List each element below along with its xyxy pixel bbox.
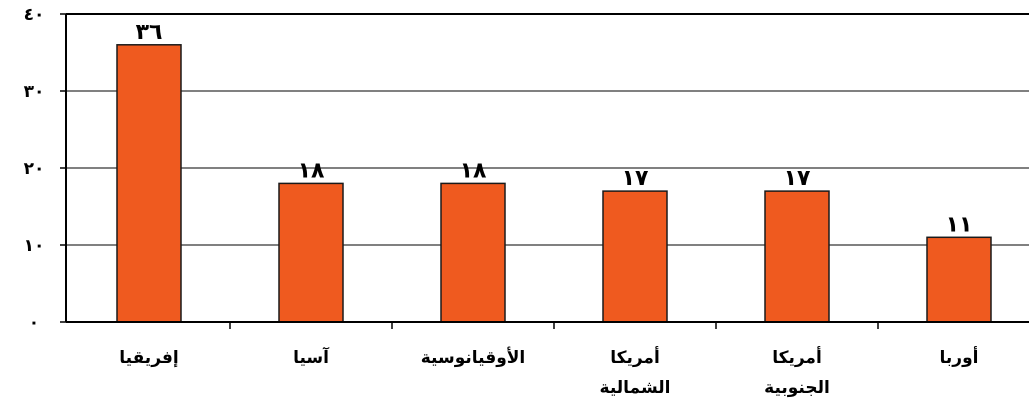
y-tick-label: ٠	[29, 313, 39, 333]
y-tick-label: ٣٠	[24, 82, 45, 102]
x-category-label: آسيا	[293, 346, 330, 368]
data-label: ١٨	[460, 158, 487, 183]
bar	[764, 190, 830, 323]
bar	[116, 44, 182, 323]
bars	[116, 44, 992, 323]
data-label: ١٧	[622, 166, 649, 191]
x-category-label: الأوقيانوسية	[421, 347, 526, 368]
y-axis-tick-labels: ٠ ١٠ ٢٠ ٣٠ ٤٠	[24, 5, 45, 333]
bar	[278, 182, 344, 323]
y-tick-label: ٢٠	[24, 159, 45, 179]
x-category-label: أمريكا	[772, 346, 822, 368]
y-tick-label: ٤٠	[24, 5, 45, 25]
data-label: ١٨	[298, 158, 325, 183]
gridlines	[66, 13, 1029, 246]
y-tick-label: ١٠	[24, 236, 45, 256]
data-label: ١١	[946, 212, 973, 237]
bar	[440, 182, 506, 323]
x-category-label: الشمالية	[600, 378, 671, 398]
x-category-label: الجنوبية	[764, 378, 830, 398]
x-category-label: أوربا	[940, 346, 979, 368]
data-label: ١٧	[784, 166, 811, 191]
axes	[60, 13, 1029, 329]
bar	[602, 190, 668, 323]
x-category-label: أمريكا	[610, 346, 660, 368]
bar	[926, 236, 992, 323]
data-labels: ٣٦ ١٨ ١٨ ١٧ ١٧ ١١	[136, 20, 973, 238]
x-axis-category-labels: إفريقيا آسيا الأوقيانوسية أمريكا الشمالية أمر…	[119, 346, 978, 398]
data-label: ٣٦	[136, 20, 163, 45]
x-category-label: إفريقيا	[119, 348, 178, 368]
